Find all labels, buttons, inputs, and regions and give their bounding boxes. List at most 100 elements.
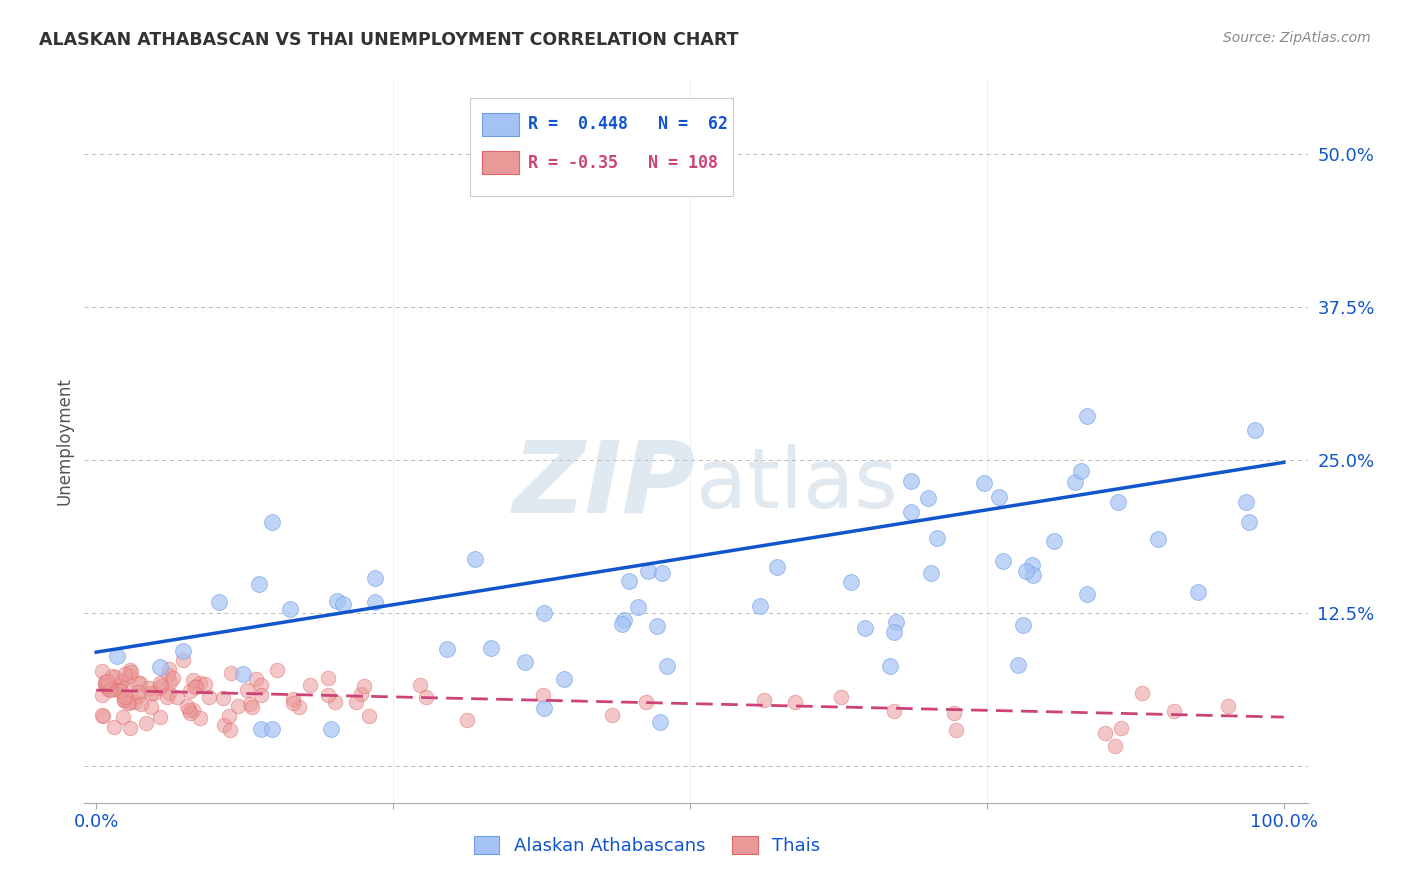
Point [1012,618,1035,632]
Point [357,709,380,723]
Point [299,678,322,692]
Point [110,677,132,691]
Point [181,703,204,717]
Point [533,606,555,620]
Point [127,675,149,690]
Point [112,693,135,707]
Point [853,621,876,635]
Text: ZIP: ZIP [513,436,696,533]
Point [533,701,555,715]
Point [103,720,125,734]
Point [1107,494,1129,508]
Point [319,723,342,737]
Point [111,674,134,689]
Point [112,710,135,724]
Point [1104,739,1126,753]
Point [436,641,458,656]
Point [188,711,211,725]
Point [120,695,142,709]
Text: ALASKAN ATHABASCAN VS THAI UNEMPLOYMENT CORRELATION CHART: ALASKAN ATHABASCAN VS THAI UNEMPLOYMENT … [39,31,740,49]
Point [464,551,486,566]
Point [157,662,180,676]
Point [613,613,636,627]
Point [785,695,807,709]
Point [212,691,235,706]
Point [157,686,180,700]
Point [176,699,198,714]
Point [1043,534,1066,549]
Point [262,723,284,737]
Point [364,571,387,585]
Point [98,682,121,697]
Point [634,695,657,709]
Point [281,691,304,706]
Point [1239,516,1261,530]
Point [830,690,852,705]
Point [212,718,235,732]
Point [118,721,141,735]
Point [1070,464,1092,478]
Point [326,593,349,607]
Point [245,672,267,686]
Point [91,688,114,702]
Point [108,682,131,697]
Point [945,723,967,737]
Point [94,675,117,690]
Point [637,564,659,578]
Point [114,690,136,705]
Point [91,707,114,722]
Point [118,669,141,683]
Point [101,669,124,683]
Point [278,601,301,615]
Point [208,595,231,609]
Point [138,681,160,695]
Y-axis label: Unemployment: Unemployment [55,377,73,506]
Point [184,679,207,693]
Point [619,574,641,589]
Point [226,699,249,714]
Point [103,681,125,696]
Point [94,677,117,691]
Point [364,594,387,608]
Text: Source: ZipAtlas.com: Source: ZipAtlas.com [1223,31,1371,45]
Point [240,700,263,714]
Point [262,515,284,529]
Point [553,672,575,686]
Point [172,644,194,658]
Point [353,679,375,693]
Point [765,560,787,574]
Point [645,618,668,632]
Point [883,704,905,718]
Point [415,690,437,705]
FancyBboxPatch shape [482,151,519,174]
Point [150,679,173,693]
Point [991,554,1014,568]
Point [232,666,254,681]
Point [96,679,118,693]
Text: R =  0.448   N =  62: R = 0.448 N = 62 [529,115,728,133]
Point [112,693,135,707]
Point [124,695,146,709]
Point [1147,532,1170,546]
Point [917,491,939,506]
Point [148,681,170,695]
Point [104,670,127,684]
Point [247,576,270,591]
Point [973,476,995,491]
Point [112,681,135,695]
Point [1109,721,1132,735]
Point [600,707,623,722]
Point [120,665,142,679]
Point [749,599,772,613]
Point [456,713,478,727]
Point [198,690,221,704]
Point [1218,699,1240,714]
Point [752,693,775,707]
Point [408,678,430,692]
Point [105,648,128,663]
Point [162,671,184,685]
Legend: Alaskan Athabascans, Thais: Alaskan Athabascans, Thais [467,830,827,863]
Point [100,681,122,696]
Point [177,703,200,717]
Point [1187,585,1209,599]
